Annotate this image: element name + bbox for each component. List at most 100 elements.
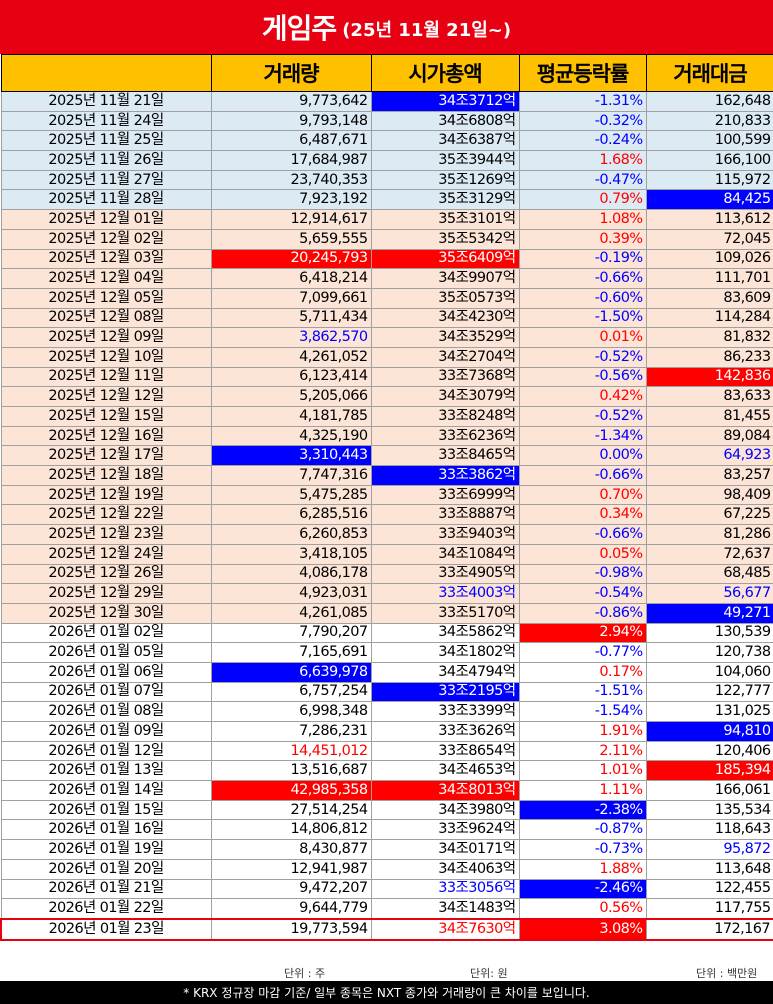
cell-value: 166,100 (645, 150, 773, 171)
cell-volume: 5,711,434 (210, 307, 372, 329)
cell-mcap: 34조3712억 (370, 91, 520, 112)
cell-date: 2026년 01월 05일 (0, 642, 212, 663)
table-row: 2025년 11월 27일 23,740,353 35조1269억 -0.47% 115… (0, 169, 773, 191)
cell-change: -0.87% (518, 819, 647, 841)
cell-change: 0.00% (518, 445, 647, 467)
cell-mcap: 33조7368억 (370, 366, 520, 388)
cell-volume: 6,285,516 (210, 504, 372, 526)
table-row: 2026년 01월 02일 7,790,207 34조5862억 2.94% 130,5… (0, 622, 773, 644)
cell-volume: 12,941,987 (210, 858, 372, 880)
cell-date: 2026년 01월 19일 (0, 839, 212, 860)
cell-change: -0.73% (518, 839, 647, 860)
cell-change: -1.50% (518, 307, 647, 329)
cell-mcap: 33조5170억 (370, 602, 520, 624)
cell-volume: 4,181,785 (210, 406, 372, 427)
cell-volume: 4,325,190 (210, 425, 372, 447)
cell-value: 49,271 (645, 602, 773, 624)
cell-volume: 8,430,877 (210, 839, 372, 860)
page-subtitle: (25년 11월 21일~) (342, 20, 512, 41)
cell-date: 2025년 12월 26일 (0, 563, 212, 585)
cell-value: 98,409 (645, 484, 773, 506)
cell-mcap: 33조9624억 (370, 819, 520, 841)
table-row: 2026년 01월 06일 6,639,978 34조4794억 0.17% 104,0… (0, 661, 773, 683)
cell-mcap: 33조8248억 (370, 406, 520, 427)
table-row: 2025년 12월 02일 5,659,555 35조5342억 0.39% 72,04… (0, 228, 773, 250)
cell-value: 113,648 (645, 858, 773, 880)
cell-date: 2026년 01월 21일 (0, 878, 212, 900)
table-row: 2026년 01월 20일 12,941,987 34조4063억 1.88% 113,… (0, 858, 773, 880)
cell-mcap: 34조6808억 (370, 110, 520, 132)
cell-mcap: 33조3056억 (370, 878, 520, 900)
table-row: 2025년 12월 24일 3,418,105 34조1084억 0.05% 72,63… (0, 543, 773, 565)
cell-date: 2025년 11월 26일 (0, 150, 212, 171)
cell-value: 122,455 (645, 878, 773, 900)
cell-value: 120,738 (645, 642, 773, 663)
cell-value: 56,677 (645, 583, 773, 604)
table-row: 2025년 11월 28일 7,923,192 35조3129억 0.79% 84,42… (0, 189, 773, 211)
table-row: 2026년 01월 09일 7,286,231 33조3626억 1.91% 94,81… (0, 721, 773, 742)
cell-value: 81,455 (645, 406, 773, 427)
cell-mcap: 34조5862억 (370, 622, 520, 644)
table-row: 2025년 12월 30일 4,261,085 33조5170억 -0.86% 49,2… (0, 602, 773, 624)
footer-note: * KRX 정규장 마감 기준/ 일부 종목은 NXT 종가와 거래량이 큰 차… (0, 981, 773, 1004)
cell-mcap: 33조6236억 (370, 425, 520, 447)
cell-date: 2026년 01월 16일 (0, 819, 212, 841)
cell-change: -0.47% (518, 169, 647, 191)
cell-mcap: 34조1084억 (370, 543, 520, 565)
cell-volume: 3,418,105 (210, 543, 372, 565)
cell-change: 1.68% (518, 150, 647, 171)
cell-date: 2025년 12월 15일 (0, 406, 212, 427)
table-row: 2025년 12월 09일 3,862,570 34조3529억 0.01% 81,83… (0, 327, 773, 348)
cell-value: 142,836 (645, 366, 773, 388)
cell-date: 2026년 01월 23일 (0, 917, 212, 941)
cell-change: 1.88% (518, 858, 647, 880)
cell-date: 2025년 12월 30일 (0, 602, 212, 624)
cell-mcap: 34조2704억 (370, 346, 520, 368)
cell-date: 2025년 12월 19일 (0, 484, 212, 506)
cell-mcap: 33조3399억 (370, 701, 520, 722)
cell-mcap: 34조7630억 (370, 917, 520, 941)
cell-date: 2025년 12월 16일 (0, 425, 212, 447)
table-body: 2025년 11월 21일 9,773,642 34조3712억 -1.31% 162,… (0, 91, 773, 941)
cell-change: 1.08% (518, 209, 647, 230)
cell-date: 2025년 12월 22일 (0, 504, 212, 526)
table-row: 2026년 01월 23일 19,773,594 34조7630억 3.08% 172,… (0, 917, 773, 941)
cell-date: 2026년 01월 06일 (0, 661, 212, 683)
cell-date: 2025년 12월 04일 (0, 268, 212, 289)
table-row: 2025년 12월 04일 6,418,214 34조9907억 -0.66% 111,… (0, 268, 773, 289)
cell-mcap: 34조4794억 (370, 661, 520, 683)
cell-volume: 5,205,066 (210, 386, 372, 407)
cell-date: 2025년 12월 18일 (0, 465, 212, 486)
table-row: 2025년 12월 29일 4,923,031 33조4003억 -0.54% 56,6… (0, 583, 773, 604)
cell-change: -0.52% (518, 346, 647, 368)
units-row: 단위 : 주 단위: 원 단위 : 백만원 (0, 963, 773, 981)
cell-change: -2.38% (518, 799, 647, 821)
cell-change: -0.24% (518, 130, 647, 152)
cell-mcap: 33조4905억 (370, 563, 520, 585)
cell-volume: 6,260,853 (210, 524, 372, 545)
cell-date: 2025년 12월 05일 (0, 287, 212, 309)
cell-change: -0.19% (518, 248, 647, 270)
cell-volume: 6,639,978 (210, 661, 372, 683)
table-row: 2026년 01월 08일 6,998,348 33조3399억 -1.54% 131,… (0, 701, 773, 722)
table-row: 2026년 01월 22일 9,644,779 34조1483억 0.56% 117,7… (0, 898, 773, 920)
cell-date: 2026년 01월 08일 (0, 701, 212, 722)
cell-value: 100,599 (645, 130, 773, 152)
cell-volume: 42,985,358 (210, 780, 372, 801)
cell-change: 0.70% (518, 484, 647, 506)
cell-change: -0.86% (518, 602, 647, 624)
cell-volume: 9,793,148 (210, 110, 372, 132)
cell-value: 162,648 (645, 91, 773, 112)
cell-change: 0.42% (518, 386, 647, 407)
cell-date: 2025년 12월 17일 (0, 445, 212, 467)
cell-change: -1.51% (518, 681, 647, 703)
cell-volume: 3,310,443 (210, 445, 372, 467)
table-row: 2026년 01월 14일 42,985,358 34조8013억 1.11% 166,… (0, 780, 773, 801)
table-row: 2025년 12월 26일 4,086,178 33조4905억 -0.98% 68,4… (0, 563, 773, 585)
cell-value: 83,609 (645, 287, 773, 309)
cell-change: -0.66% (518, 465, 647, 486)
cell-volume: 7,923,192 (210, 189, 372, 211)
table-row: 2025년 11월 21일 9,773,642 34조3712억 -1.31% 162,… (0, 91, 773, 112)
cell-value: 109,026 (645, 248, 773, 270)
cell-mcap: 34조0171억 (370, 839, 520, 860)
